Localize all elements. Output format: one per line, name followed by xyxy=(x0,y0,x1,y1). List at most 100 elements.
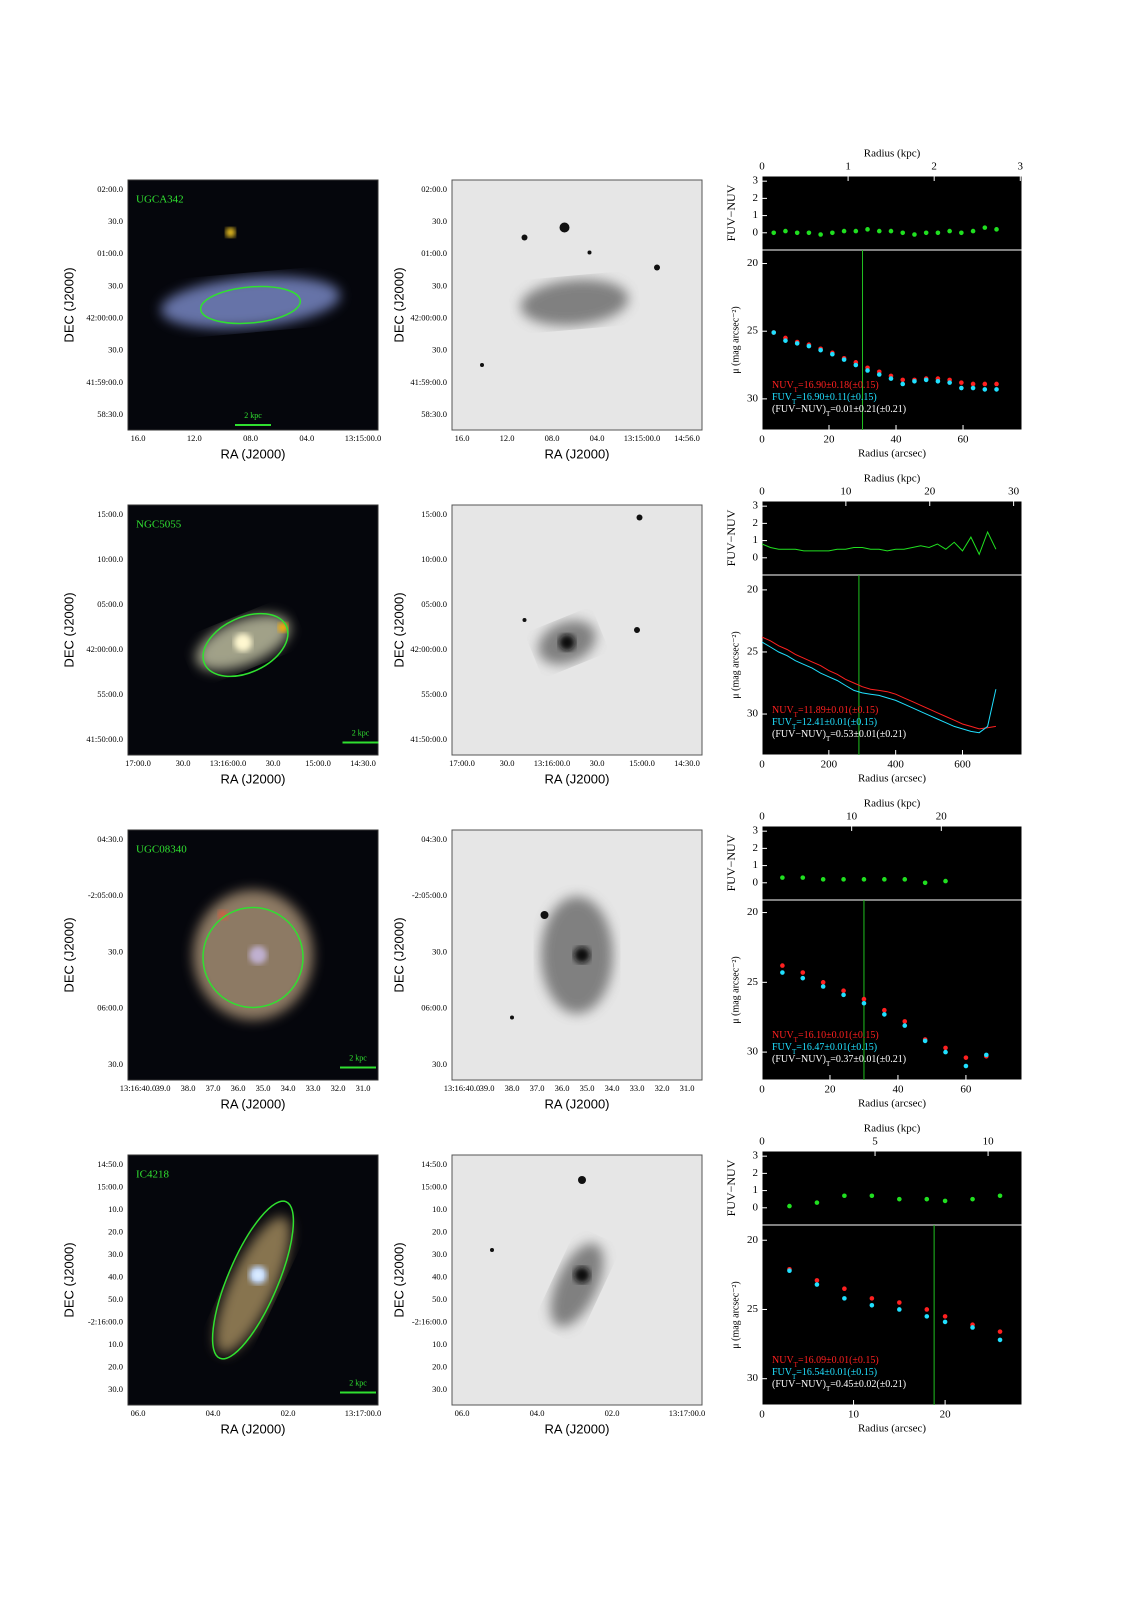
legend-sub: T xyxy=(794,1361,799,1369)
legend-total: =12.41±0.01(±0.15) xyxy=(796,717,877,728)
dec-tick-label: 10:00.0 xyxy=(97,554,123,564)
ra-tick-label: 13:15:00.0 xyxy=(345,433,382,443)
dec-tick-label: 30.0 xyxy=(432,280,447,290)
dec-tick-label: -2:05:00.0 xyxy=(88,890,123,900)
y-tick-label: 30 xyxy=(747,392,759,404)
ra-tick-label: 35.0 xyxy=(580,1083,595,1093)
color-y-tick-label: 0 xyxy=(753,551,759,563)
profile-point xyxy=(902,1019,908,1024)
color-y-tick-label: 2 xyxy=(753,517,759,529)
legend-sub: T xyxy=(792,398,797,406)
gray-star xyxy=(636,514,643,521)
x-axis-label: Radius (arcsec) xyxy=(858,1098,926,1110)
profile-point xyxy=(947,380,952,385)
dec-tick-label: 01:00.0 xyxy=(97,248,123,258)
profile-point xyxy=(780,875,785,880)
dec-tick-label: 30.0 xyxy=(108,345,123,355)
x2-tick-label: 0 xyxy=(759,161,765,173)
gray-star xyxy=(540,911,549,919)
dec-tick-label: 30.0 xyxy=(108,1384,123,1394)
profile-point xyxy=(900,377,906,383)
profile-point xyxy=(942,1198,948,1204)
legend-sub: T xyxy=(826,735,831,743)
profile-point xyxy=(902,877,908,882)
gray-core xyxy=(574,947,590,963)
profile-point xyxy=(818,232,823,237)
profile-point xyxy=(942,1319,948,1325)
dec-tick-label: 40.0 xyxy=(108,1271,123,1281)
dec-tick-label: 02:00.0 xyxy=(97,184,123,194)
profile-point xyxy=(841,228,847,234)
profile-point xyxy=(959,230,964,236)
profile-point xyxy=(842,1193,847,1199)
x-tick-label: 400 xyxy=(887,759,904,771)
profile-point xyxy=(924,1307,930,1312)
x-tick-label: 20 xyxy=(824,1084,836,1096)
ra-tick-label: 04.0 xyxy=(299,433,314,443)
dec-tick-label: 10.0 xyxy=(432,1339,447,1349)
galaxy-core xyxy=(234,633,252,652)
galaxy-glow xyxy=(215,1216,291,1354)
dec-tick-label: 30.0 xyxy=(432,345,447,355)
profile-point xyxy=(842,1296,847,1301)
legend-sub: T xyxy=(826,1060,831,1068)
profile-point xyxy=(900,230,906,236)
x-tick-label: 10 xyxy=(848,1409,860,1421)
legend-total: =16.90±0.11(±0.15) xyxy=(796,392,876,403)
color-axis-label: FUV−NUV xyxy=(724,834,738,891)
profile-point xyxy=(882,877,887,882)
y-tick-label: 20 xyxy=(747,1234,759,1246)
x2-tick-label: 2 xyxy=(931,161,937,173)
ra-tick-label: 38.0 xyxy=(181,1083,196,1093)
legend-total: =0.01±0.21(±0.21) xyxy=(830,404,906,415)
profile-point xyxy=(943,878,948,884)
mu-panel xyxy=(761,1224,1023,1406)
x2-tick-label: 0 xyxy=(759,811,765,823)
ra-tick-label: 30.0 xyxy=(266,758,281,768)
profile-point xyxy=(820,984,826,989)
x2-tick-label: 0 xyxy=(759,486,765,498)
profile-point xyxy=(924,1196,930,1202)
legend-sub: T xyxy=(826,410,831,418)
profile-point xyxy=(820,980,826,985)
gray-galaxy xyxy=(550,1243,604,1327)
gray-star xyxy=(559,222,570,233)
x2-tick-label: 3 xyxy=(1018,161,1024,173)
ra-tick-label: 12.0 xyxy=(187,433,202,443)
profile-point xyxy=(970,1325,975,1330)
legend-sub: T xyxy=(794,711,799,719)
ra-tick-label: 36.0 xyxy=(555,1083,570,1093)
x-axis-label: RA (J2000) xyxy=(220,446,285,461)
scale-bar-label: 2 kpc xyxy=(349,1378,367,1387)
gray-star xyxy=(587,250,592,255)
aperture-ellipse xyxy=(202,612,289,678)
ra-tick-label: 39.0 xyxy=(156,1083,171,1093)
legend-entry: (FUV−NUV)T=0.37±0.01(±0.21) xyxy=(772,1054,906,1067)
gray-star xyxy=(490,1248,494,1252)
dec-tick-label: 42:00:00.0 xyxy=(410,313,447,323)
legend-name: NUV xyxy=(772,1355,794,1366)
ra-tick-label: 33.0 xyxy=(306,1083,321,1093)
profile-point xyxy=(794,341,800,346)
profile-point xyxy=(814,1200,820,1205)
mu-axis-label: μ (mag arcsec⁻²) xyxy=(730,956,741,1024)
ra-tick-label: 34.0 xyxy=(281,1083,296,1093)
dec-tick-label: 10.0 xyxy=(432,1204,447,1214)
dec-tick-label: 14:50.0 xyxy=(97,1159,123,1169)
dec-tick-label: 06:00.0 xyxy=(97,1003,123,1013)
profile-point xyxy=(783,228,788,234)
legend-entry: NUVT=16.10±0.01(±0.15) xyxy=(772,1030,879,1043)
y-tick-label: 30 xyxy=(747,708,759,720)
dec-tick-label: 01:00.0 xyxy=(421,248,447,258)
color-y-tick-label: 0 xyxy=(753,876,759,888)
profile-point xyxy=(888,228,894,234)
dec-tick-label: 58:30.0 xyxy=(421,409,447,419)
y-tick-label: 20 xyxy=(747,583,759,595)
color-axis-label: FUV−NUV xyxy=(724,509,738,566)
profile-point xyxy=(800,875,806,880)
profile-point xyxy=(994,387,999,392)
dec-tick-label: 05:00.0 xyxy=(97,599,123,609)
profile-point xyxy=(783,338,788,343)
color-y-tick-label: 3 xyxy=(753,825,759,837)
